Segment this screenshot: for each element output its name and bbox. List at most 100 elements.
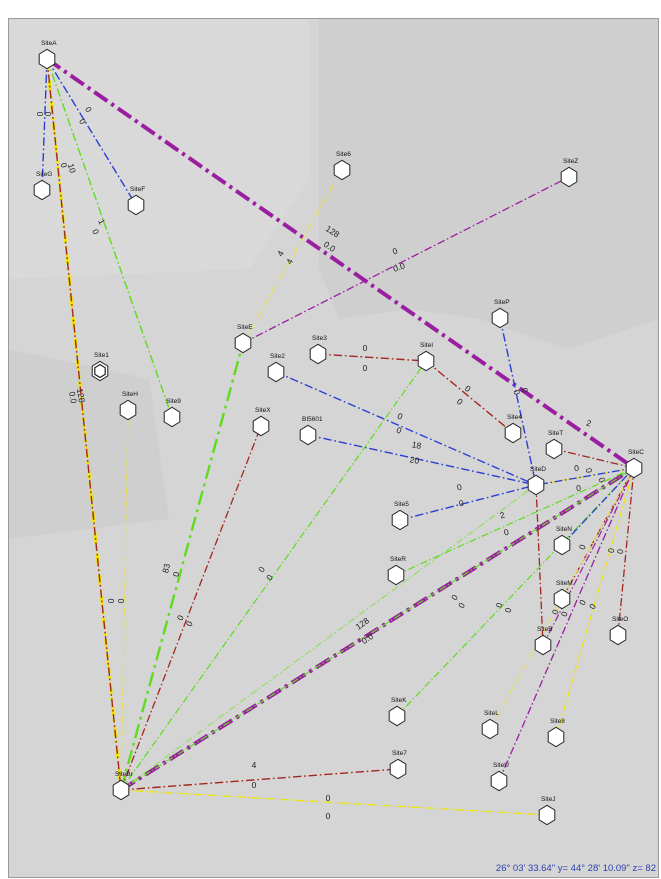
site-F[interactable]: SiteF xyxy=(127,186,145,216)
link-C-D[interactable] xyxy=(535,467,635,486)
link-value-label: 0 xyxy=(463,383,473,394)
site-Z[interactable]: SiteZ xyxy=(560,158,578,188)
link-Br-H[interactable] xyxy=(120,409,129,791)
link-Br-S7[interactable] xyxy=(120,768,399,791)
site-L[interactable]: SiteL xyxy=(481,710,499,740)
link-value-label: 10 xyxy=(66,162,78,174)
link-value-label: 0 xyxy=(58,162,69,170)
link-S2-D[interactable] xyxy=(275,371,537,486)
site-S1[interactable]: Site1 xyxy=(91,352,109,382)
link-U-C[interactable] xyxy=(498,467,635,782)
link-E-S6[interactable] xyxy=(242,169,343,344)
site-hexagon-icon xyxy=(38,48,56,70)
link-value-label: 0 xyxy=(35,112,45,117)
site-R[interactable]: SiteR xyxy=(387,556,406,586)
link-A-S9[interactable] xyxy=(46,58,173,418)
site-O[interactable]: SiteO xyxy=(609,616,628,646)
link-value-label: 0 xyxy=(449,592,460,602)
network-map[interactable]: 128 0.0 128 0.0 128 0.0 0 0 0 0 10 0 1 0 83 0 4 4 0 0.0 0 0 0 0… xyxy=(8,18,659,878)
site-hexagon-icon xyxy=(417,350,435,372)
site-J[interactable]: SiteJ xyxy=(538,796,556,826)
link-BI-D[interactable] xyxy=(307,434,537,486)
site-label: SiteM xyxy=(556,580,573,587)
link-Br-X[interactable] xyxy=(120,425,262,791)
site-hexagon-icon xyxy=(538,804,556,826)
site-D[interactable]: SiteD xyxy=(527,466,546,496)
site-G[interactable]: SiteG xyxy=(33,171,52,201)
link-value-label: 0 xyxy=(90,227,101,236)
site-S3[interactable]: Site3 xyxy=(309,335,327,365)
link-value-label: 4 xyxy=(275,249,286,258)
link-A-C[interactable] xyxy=(45,57,636,470)
link-S5-D[interactable] xyxy=(399,484,537,521)
link-I-S4[interactable] xyxy=(425,360,514,434)
link-O-C[interactable] xyxy=(617,467,635,636)
link-Br-D[interactable] xyxy=(120,484,537,791)
site-S9[interactable]: Site9 xyxy=(163,398,181,428)
site-H[interactable]: SiteH xyxy=(119,391,138,421)
link-value-label: 0 xyxy=(256,564,267,574)
site-P[interactable]: SiteP xyxy=(491,299,510,329)
link-value-label: 0 xyxy=(587,602,598,611)
link-S3-I[interactable] xyxy=(317,353,427,362)
link-S8-C[interactable] xyxy=(555,467,635,738)
site-I[interactable]: SiteI xyxy=(417,342,435,372)
link-value-label: 0 xyxy=(106,598,116,603)
site-hexagon-icon xyxy=(309,343,327,365)
link-value-label: 0 xyxy=(458,498,465,509)
link-value-label: 0 xyxy=(519,387,530,394)
link-Br-J[interactable] xyxy=(120,789,548,816)
link-N-C[interactable] xyxy=(561,467,635,546)
site-C[interactable]: SiteC xyxy=(625,449,644,479)
site-S5[interactable]: Site5 xyxy=(391,501,409,531)
link-A-G[interactable] xyxy=(41,58,48,191)
link-value-label: 0 xyxy=(615,548,626,555)
link-D-B[interactable] xyxy=(535,484,544,646)
site-A[interactable]: SiteA xyxy=(38,40,57,70)
site-U[interactable]: SiteU xyxy=(490,762,509,792)
link-value-label: 0.0 xyxy=(392,260,407,274)
site-M[interactable]: SiteM xyxy=(553,580,573,610)
site-selected-hexagon-icon xyxy=(91,360,109,382)
site-label: SiteE xyxy=(237,324,253,331)
terrain-shade xyxy=(319,19,658,349)
site-Br[interactable]: SiteBr xyxy=(112,771,134,801)
site-T[interactable]: SiteT xyxy=(545,430,563,460)
site-K[interactable]: SiteK xyxy=(388,697,407,727)
link-B-C[interactable] xyxy=(542,467,635,646)
link-A-Br[interactable] xyxy=(46,58,122,791)
site-hexagon-icon xyxy=(527,474,545,496)
site-S8[interactable]: Site8 xyxy=(547,718,565,748)
site-BI[interactable]: BI5601 xyxy=(299,416,323,446)
link-Br-C[interactable] xyxy=(120,467,635,791)
coordinate-readout: 26° 03' 33.64" y= 44° 28' 10.09" z= 82 xyxy=(491,862,656,876)
link-P-D[interactable] xyxy=(499,317,537,486)
link-Br-E[interactable] xyxy=(119,342,245,791)
site-label: Site6 xyxy=(336,151,351,158)
site-S2[interactable]: Site2 xyxy=(267,353,285,383)
site-S7[interactable]: Site7 xyxy=(389,750,407,780)
site-N[interactable]: SiteN xyxy=(553,526,572,556)
link-value-label: 0 xyxy=(252,780,257,790)
site-S4[interactable]: Site4 xyxy=(504,414,522,444)
link-Br-I[interactable] xyxy=(120,360,427,791)
link-value-label: 2 xyxy=(585,418,592,429)
terrain-layer xyxy=(9,19,658,539)
link-value-label: 0 xyxy=(456,600,467,610)
site-B[interactable]: SiteB xyxy=(534,626,553,656)
link-R-C[interactable] xyxy=(395,467,635,576)
site-E[interactable]: SiteE xyxy=(234,324,253,354)
link-value-label: 20 xyxy=(409,454,420,466)
link-value-label: 0 xyxy=(363,363,368,373)
link-A-F[interactable] xyxy=(46,58,137,206)
site-X[interactable]: SiteX xyxy=(252,407,271,437)
site-label: SiteP xyxy=(494,299,510,306)
site-hexagon-icon xyxy=(163,406,181,428)
link-M-C[interactable] xyxy=(561,467,635,600)
link-E-Z[interactable] xyxy=(242,176,570,344)
site-label: Site3 xyxy=(312,335,327,342)
site-S6[interactable]: Site6 xyxy=(333,151,351,181)
site-hexagon-icon xyxy=(389,758,407,780)
site-hexagon-icon xyxy=(545,438,563,460)
